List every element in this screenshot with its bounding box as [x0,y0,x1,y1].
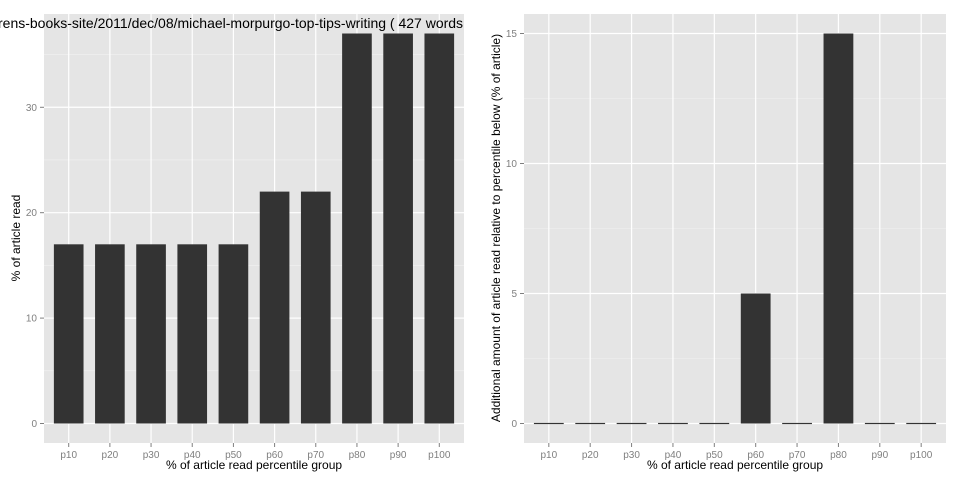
left-bar-p30 [136,244,166,424]
left-y-tick-label: 30 [26,103,38,114]
right-bar-p40 [658,422,688,425]
right-x-axis-title: % of article read percentile group [647,458,823,472]
right-x-tick-label: p100 [910,450,933,461]
left-x-tick-label: p20 [102,450,119,461]
right-x-tick-label: p50 [706,450,723,461]
right-x-tick-label: p40 [665,450,682,461]
right-bar-p50 [699,422,730,425]
right-x-ticks: p10 p20 p30 p40 p50 p60 p70 p80 p90 p100 [540,443,933,461]
right-grid-minor [524,98,946,359]
left-bar-p70 [300,191,331,424]
right-x-tick-label: p30 [623,450,640,461]
right-x-tick-label: p80 [830,450,847,461]
right-y-ticks: 0 5 10 15 [506,29,524,430]
left-x-tick-label: p100 [428,450,451,461]
right-x-tick-label: p60 [747,450,764,461]
left-x-tick-label: p80 [349,450,366,461]
right-x-tick-label: p10 [540,450,557,461]
right-y-tick-label: 10 [506,159,518,170]
right-chart: 0 5 10 15 p10 p20 p30 p40 p50 p60 p70 p80 p90 p100 %… [489,14,946,472]
left-x-tick-label: p90 [390,450,407,461]
left-bar-p20 [95,244,125,424]
right-bar-p10 [533,422,564,425]
right-x-tick-label: p20 [582,450,599,461]
left-x-tick-label: p30 [143,450,160,461]
left-bar-p100 [424,33,455,424]
left-chart-title: rens-books-site/2011/dec/08/michael-morp… [0,15,463,31]
left-x-axis-title: % of article read percentile group [166,458,342,472]
right-y-tick-label: 0 [511,419,517,430]
left-bar-p40 [177,244,208,424]
right-bar-p60 [740,293,771,424]
right-bar-p70 [782,422,812,425]
left-x-tick-label: p10 [60,450,77,461]
left-bars [53,33,455,424]
right-bar-p30 [616,422,647,425]
left-y-ticks: 0 10 20 30 [26,103,44,430]
left-x-tick-label: p40 [184,450,201,461]
right-x-tick-label: p70 [789,450,806,461]
right-y-axis-title: Additional amount of article read relati… [489,34,503,422]
left-x-ticks: p10 p20 p30 p40 p50 p60 p70 p80 p90 p100 [60,443,451,461]
right-bar-p90 [864,422,895,425]
right-bar-p80 [823,33,854,424]
left-bar-p90 [383,33,413,424]
right-bars [533,33,937,425]
left-x-tick-label: p50 [225,450,242,461]
left-y-axis-title: % of article read [9,195,23,282]
right-y-tick-label: 5 [511,289,517,300]
left-y-tick-label: 10 [26,314,38,325]
right-bar-p100 [906,422,937,425]
left-x-tick-label: p70 [307,450,324,461]
left-x-tick-label: p60 [266,450,283,461]
left-bar-p50 [218,244,249,424]
right-y-tick-label: 15 [506,29,518,40]
right-x-tick-label: p90 [871,450,888,461]
right-bar-p20 [575,422,606,425]
left-y-tick-label: 0 [31,419,37,430]
left-bar-p10 [53,244,84,424]
left-bar-p60 [259,191,290,424]
left-y-tick-label: 20 [26,208,38,219]
left-bar-p80 [342,33,372,424]
